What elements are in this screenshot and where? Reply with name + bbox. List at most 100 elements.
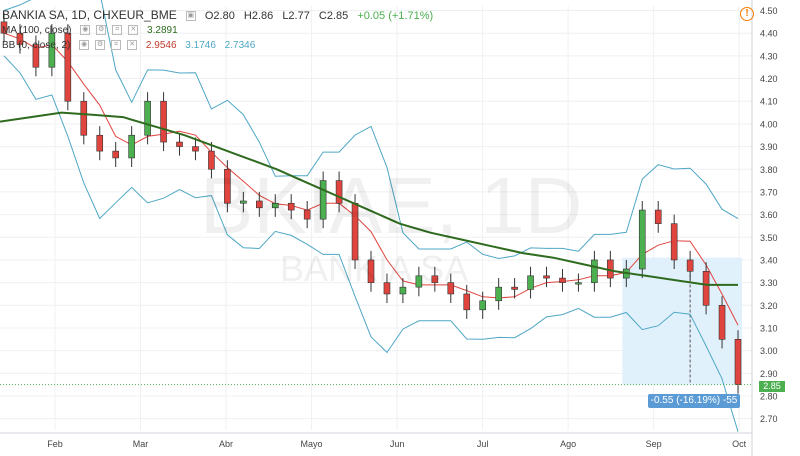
x-tick-label: Abr [219,439,233,449]
bb-value-3: 2.7346 [224,40,256,51]
candle-body [479,300,486,311]
candle-body [112,150,119,159]
x-tick-label: Mar [133,439,149,449]
gear-icon[interactable]: ⚙ [95,40,106,51]
ma-legend: MA (100, close) ◉ ⚙ ⌗ ✕ 3.2891 [2,25,184,36]
candle-body [495,286,502,302]
source-icon[interactable]: ⌗ [111,40,122,51]
y-tick-label: 3.80 [760,165,778,175]
candle-body [32,44,40,68]
legend-header: BANKIA SA, 1D, CHXEUR_BME ▣ O2.80 H2.86 … [2,8,439,22]
bb-lower-line [3,55,739,432]
bb-label: BB (0, close, 2) [2,40,71,51]
candle-body [591,259,598,283]
y-tick-label: 3.60 [760,210,778,220]
y-tick-label: 2.70 [760,414,778,424]
y-tick-label: 3.70 [760,187,778,197]
candle-body [638,209,646,270]
ma-value: 3.2891 [147,25,178,36]
x-tick-label: Mayo [301,439,323,449]
bb-value-2: 3.1746 [185,40,216,51]
candle-body [0,21,8,34]
y-tick-label: 3.00 [760,346,778,356]
close-icon[interactable]: ✕ [127,40,138,51]
y-tick-label: 3.30 [760,278,778,288]
candle-body [399,286,407,295]
candle-body [702,270,710,306]
candle-body [670,223,678,261]
candle-body [144,100,151,136]
bb-legend: BB (0, close, 2) ◉ ⚙ ⌗ ✕ 2.9546 3.1746 2.73… [2,40,261,51]
candle-body [511,286,518,290]
gear-icon[interactable]: ⚙ [96,25,107,36]
eye-icon[interactable]: ◉ [79,40,90,51]
candle-body [335,180,343,204]
close-value: C2.85 [318,10,349,22]
alert-icon[interactable]: ! [740,7,754,21]
y-tick-label: 2.80 [760,391,778,401]
candle-body [654,209,662,224]
x-tick-label: Jul [477,439,489,449]
symbol-label: BANKIA SA, 1D, CHXEUR_BME [2,8,177,22]
open-value: O2.80 [204,10,235,22]
candle-body [383,282,391,295]
x-tick-label: Sep [646,439,662,449]
measure-label: -0.55 (-16.19%) -55 [648,394,740,408]
candle-body [415,275,423,288]
candle-body [367,259,375,283]
y-tick-label: 3.90 [760,142,778,152]
y-tick-label: 3.40 [760,255,778,265]
y-tick-label: 4.20 [760,74,778,84]
candle-body [16,32,24,45]
source-icon[interactable]: ⌗ [112,25,123,36]
candle-body [527,275,534,290]
candle-body [287,202,295,211]
x-tick-label: Oct [732,439,747,449]
candle-body [575,282,582,285]
candle-body [224,168,231,204]
high-value: H2.86 [243,10,274,22]
candle-body [176,141,183,147]
candle-body [463,293,471,311]
candle-body [543,275,550,279]
bb-basis-line [3,32,739,326]
bb-upper-line [3,0,739,260]
watermark-name: BANKIA SA [280,248,469,289]
y-tick-label: 3.10 [760,323,778,333]
candle-body [160,100,167,143]
y-tick-label: 3.20 [760,301,778,311]
close-icon[interactable]: ✕ [128,25,139,36]
low-value: L2.77 [282,10,310,22]
y-tick-label: 4.40 [760,29,778,39]
y-tick-label: 4.00 [760,119,778,129]
candle-body [303,209,311,220]
candle-body [80,100,88,136]
candle-body [256,200,263,209]
candle-body [208,150,215,170]
last-price-badge: 2.85 [759,381,785,392]
x-tick-label: Feb [47,439,63,449]
y-tick-label: 4.10 [760,97,778,107]
candle-body [431,275,439,283]
candle-body [96,134,104,152]
candle-body [319,180,327,220]
y-tick-label: 4.50 [760,6,778,16]
candle-body [271,202,279,209]
candle-body [192,146,199,152]
candle-body [48,32,56,68]
watermark-ticker: BKIAE, 1D [200,161,583,250]
x-tick-label: Jun [390,439,405,449]
y-tick-label: 2.90 [760,369,778,379]
candle-body [447,282,455,295]
bb-value-1: 2.9546 [145,40,177,51]
y-tick-label: 4.30 [760,51,778,61]
eye-icon[interactable]: ◉ [80,25,91,36]
candle-body [64,32,72,102]
settings-icon[interactable]: ▣ [185,11,196,22]
candle-body [734,339,742,385]
candle-body [686,259,694,272]
candle-body [559,277,566,283]
x-tick-label: Ago [560,439,576,449]
ma-label: MA (100, close) [2,25,72,36]
